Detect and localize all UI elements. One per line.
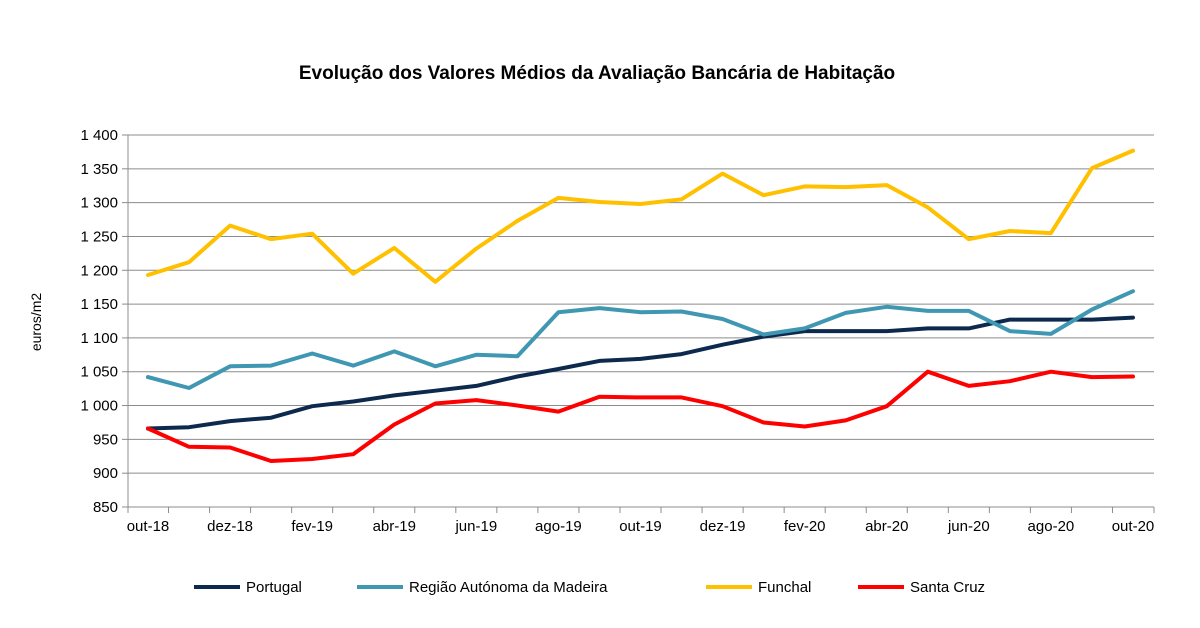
- y-tick-label: 850: [93, 499, 118, 516]
- y-axis-label: euros/m2: [28, 293, 44, 352]
- series-line-portugal: [146, 315, 1135, 431]
- series-line-regiao-autonoma-da-madeira: [146, 289, 1135, 390]
- y-tick-label: 1 350: [80, 161, 118, 178]
- x-tick-label: jun-20: [947, 518, 990, 535]
- y-tick-label: 1 150: [80, 296, 118, 313]
- y-tick-label: 1 050: [80, 364, 118, 381]
- series-line-santa-cruz: [146, 369, 1135, 463]
- x-tick-label: out-18: [127, 518, 170, 535]
- y-tick-label: 950: [93, 431, 118, 448]
- legend-label: Funchal: [758, 579, 811, 596]
- x-tick-labels: out-18 dez-18 fev-19 abr-19 jun-19 ago-19 out-…: [127, 518, 1155, 535]
- x-tick-label: fev-19: [291, 518, 333, 535]
- legend-label: Região Autónoma da Madeira: [409, 579, 608, 596]
- legend: Portugal Região Autónoma da Madeira Funcha…: [194, 579, 985, 596]
- y-tick-label: 1 200: [80, 262, 118, 279]
- x-tick-label: abr-19: [373, 518, 416, 535]
- x-tick-label: dez-18: [207, 518, 253, 535]
- y-tick-label: 1 300: [80, 195, 118, 212]
- y-tick-label: 1 000: [80, 398, 118, 415]
- y-tick-label: 900: [93, 465, 118, 482]
- y-tick-label: 1 100: [80, 330, 118, 347]
- series-line-funchal: [146, 148, 1135, 284]
- x-tick-label: ago-20: [1028, 518, 1075, 535]
- y-tick-label: 1 400: [80, 127, 118, 144]
- axes: [127, 135, 1155, 513]
- y-tick-label: 1 250: [80, 228, 118, 245]
- x-tick-label: out-20: [1112, 518, 1155, 535]
- y-tick-labels: 850 900 950 1 000 1 050 1 100 1 150 1 200 1 250 1…: [80, 127, 118, 516]
- legend-label: Portugal: [246, 579, 302, 596]
- x-tick-label: jun-19: [454, 518, 497, 535]
- x-tick-label: out-19: [619, 518, 662, 535]
- x-tick-label: fev-20: [784, 518, 826, 535]
- x-tick-label: ago-19: [535, 518, 582, 535]
- legend-label: Santa Cruz: [910, 579, 985, 596]
- x-tick-label: abr-20: [865, 518, 908, 535]
- series-lines: [146, 148, 1135, 463]
- x-tick-label: dez-19: [700, 518, 746, 535]
- chart-title: Evolução dos Valores Médios da Avaliação…: [299, 63, 895, 84]
